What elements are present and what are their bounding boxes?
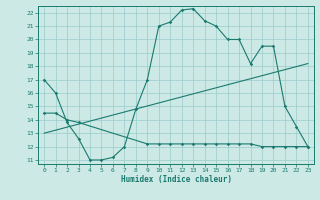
X-axis label: Humidex (Indice chaleur): Humidex (Indice chaleur)	[121, 175, 231, 184]
